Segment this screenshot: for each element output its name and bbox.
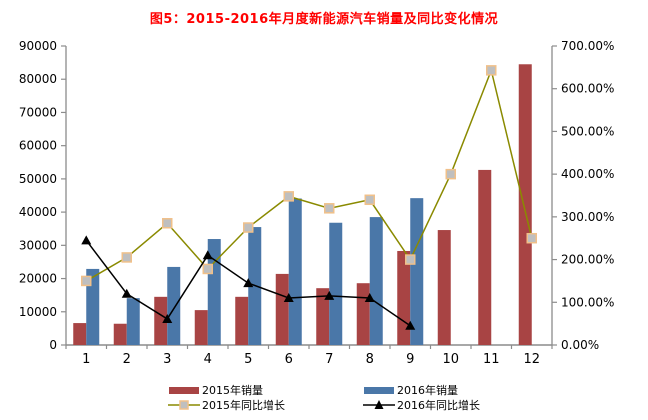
triangle-marker-icon [243,278,254,288]
legend-label-2015-sales: 2015年销量 [202,384,263,397]
bar-2015-sales [73,323,87,345]
bar-2016-sales [288,198,302,345]
x-axis-label: 9 [406,352,414,367]
bar-2016-sales [410,198,424,345]
legend-label-2015-yoy: 2015年同比增长 [202,399,285,412]
left-axis-tick-label: 60000 [19,139,57,153]
chart-legend: 2015年销量 2015年同比增长 2016年销量 2016年同比增长 [0,383,648,412]
left-axis-tick-label: 70000 [19,105,57,119]
chart-plot-area: 0 10000 20000 30000 40000 50000 60000 70000 8000… [19,39,615,367]
left-axis-tick-label: 90000 [19,39,57,53]
triangle-marker-icon [81,235,92,245]
bar-2015-sales [397,250,411,345]
triangle-marker-icon [162,313,173,323]
bar-2015-sales [235,296,249,345]
triangle-marker-icon [283,293,294,303]
bar-2016-sales [167,266,181,345]
x-axis-label: 8 [366,352,374,367]
legend-swatch-2015-yoy-line [168,400,200,410]
bar-2016-sales [86,268,100,345]
bar-2015-sales [275,273,289,345]
legend-label-2016-sales: 2016年销量 [397,384,458,397]
bar-swatch-2015 [169,386,199,394]
legend-swatch-2016-sales-bar [364,386,394,394]
left-axis-tick-label: 80000 [19,72,57,86]
left-axis-tick-label: 0 [49,338,57,352]
triangle-marker-icon [374,400,384,409]
legend-column-right: 2016年销量 2016年同比增长 [363,383,480,412]
left-axis-tick-label: 10000 [19,305,57,319]
bar-2016-sales [369,217,383,345]
bar-2015-sales [518,64,532,346]
left-axis-tick-label: 40000 [19,205,57,219]
x-axis-label: 1 [82,352,90,367]
left-axis-tick-label: 30000 [19,238,57,252]
left-axis-tick-label: 50000 [19,172,57,186]
bar-2015-sales [316,288,330,345]
bar-2015-sales [113,323,127,345]
left-axis-tick-label: 20000 [19,272,57,286]
x-axis-label: 4 [204,352,212,367]
x-axis-label: 10 [442,352,459,367]
right-axis-tick-label: 700.00% [561,39,614,53]
bar-2016-sales [126,298,140,345]
x-axis-label: 6 [285,352,293,367]
square-marker-icon [179,400,189,410]
right-axis-tick-label: 0.00% [561,338,599,352]
square-marker-icon [162,218,173,229]
square-marker-icon [121,252,132,263]
right-axis-tick-label: 200.00% [561,253,614,267]
square-marker-icon [364,194,375,206]
square-marker-icon [81,275,92,287]
x-axis-label: 12 [523,352,540,367]
legend-column-left: 2015年销量 2015年同比增长 [168,383,285,412]
square-marker-icon [324,203,335,214]
triangle-marker-icon [121,288,132,298]
triangle-marker-icon [405,320,416,330]
legend-label-2016-yoy: 2016年同比增长 [397,399,480,412]
triangle-marker-icon [364,293,375,303]
x-axis-label: 11 [483,352,500,367]
x-axis-label: 7 [325,352,333,367]
bar-2015-sales [437,230,451,345]
legend-item-2015-sales: 2015年销量 [168,383,285,397]
square-marker-icon [445,168,456,180]
square-marker-icon [283,191,294,202]
triangle-marker-icon [202,250,213,260]
legend-item-2016-yoy: 2016年同比增长 [363,398,480,412]
legend-swatch-2016-yoy-line [363,400,395,409]
bar-swatch-2016 [364,386,394,394]
legend-swatch-2015-sales-bar [169,386,199,394]
right-axis-tick-label: 500.00% [561,124,614,138]
bar-2015-sales [154,296,168,345]
line-2015-yoy [85,67,533,282]
triangle-marker-icon [324,290,335,300]
x-axis-label: 5 [244,352,252,367]
square-marker-icon [243,222,254,233]
square-marker-icon [405,254,416,265]
legend-item-2016-sales: 2016年销量 [363,383,480,397]
square-marker-icon [486,65,497,76]
legend-item-2015-yoy: 2015年同比增长 [168,398,285,412]
bar-2015-sales [194,310,208,345]
x-axis-label: 2 [123,352,131,367]
bar-2015-sales [356,283,370,345]
square-marker-icon [202,263,213,275]
x-axis-label: 3 [163,352,171,367]
bar-2015-sales [478,169,492,345]
right-axis-tick-label: 400.00% [561,167,614,181]
right-axis-tick-label: 100.00% [561,295,614,309]
right-axis-tick-label: 300.00% [561,210,614,224]
bar-2016-sales [329,222,343,345]
chart-title: 图5：2015-2016年月度新能源汽车销量及同比变化情况 [149,12,499,27]
square-marker-icon [526,232,537,244]
right-axis-tick-label: 600.00% [561,82,614,96]
